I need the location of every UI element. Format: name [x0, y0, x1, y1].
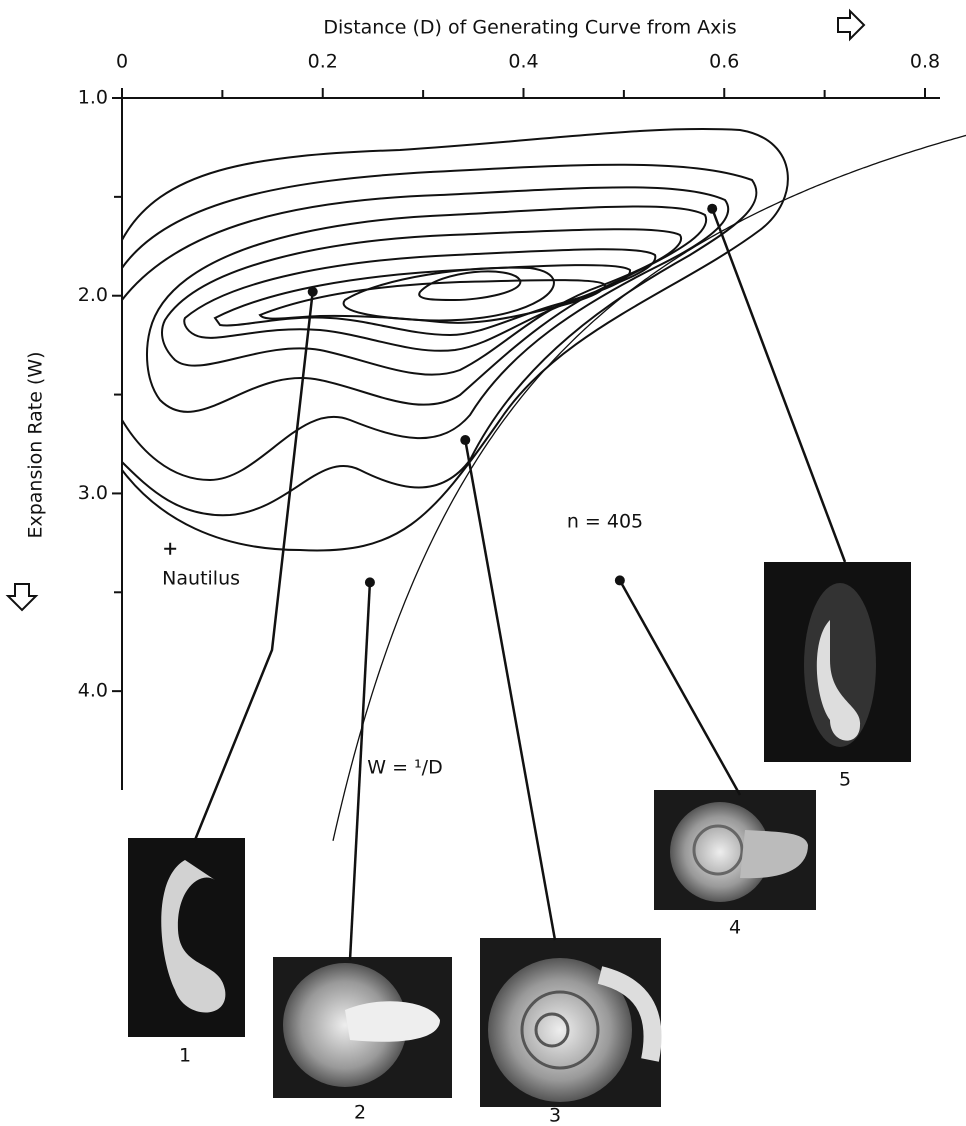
specimen-label: 3: [549, 1105, 561, 1126]
annotation: n = 405: [567, 511, 643, 533]
leader-line: [620, 580, 740, 795]
photo-5: [764, 562, 911, 762]
contour: [122, 165, 756, 515]
x-tick-label: 0.6: [709, 51, 739, 73]
x-tick-label: 0.4: [508, 51, 538, 73]
x-axis-label: Distance (D) of Generating Curve from Ax…: [323, 17, 736, 39]
specimen-point: [615, 575, 625, 585]
photo-1: [128, 838, 245, 1037]
x-tick-label: 0.8: [910, 51, 940, 73]
y-tick-label: 1.0: [78, 87, 108, 109]
reference-label: Nautilus: [162, 567, 240, 589]
reference-point: [164, 543, 176, 555]
contour: [419, 271, 520, 300]
specimen-label: 5: [839, 769, 851, 791]
x-tick-label: 0: [116, 51, 128, 73]
y-tick-label: 2.0: [78, 284, 108, 306]
contour: [344, 268, 554, 321]
specimen-point: [365, 577, 375, 587]
contour: [122, 129, 788, 550]
y-tick-label: 4.0: [78, 680, 108, 702]
specimen-point: [308, 287, 318, 297]
y-axis-label: Expansion Rate (W): [25, 351, 47, 538]
figure: Distance (D) of Generating Curve from Ax…: [0, 0, 966, 1126]
y-tick-label: 3.0: [78, 482, 108, 504]
specimen-point: [707, 204, 717, 214]
leader-line: [712, 209, 845, 562]
leader-line: [465, 440, 555, 940]
contours: [122, 129, 788, 550]
x-arrow: [838, 11, 864, 39]
specimen-label: 1: [179, 1045, 191, 1067]
photo-3: [480, 938, 661, 1107]
photos: [128, 562, 911, 1107]
photo-2: [273, 957, 452, 1098]
leader-line: [195, 292, 313, 840]
specimen-label: 4: [729, 917, 741, 939]
annotation: W = ¹/D: [367, 757, 442, 779]
photo-4: [654, 790, 816, 910]
specimen-point: [460, 435, 470, 445]
x-tick-label: 0.2: [308, 51, 338, 73]
contour: [147, 206, 706, 411]
specimen-label: 2: [354, 1102, 366, 1124]
y-arrow: [8, 584, 36, 610]
